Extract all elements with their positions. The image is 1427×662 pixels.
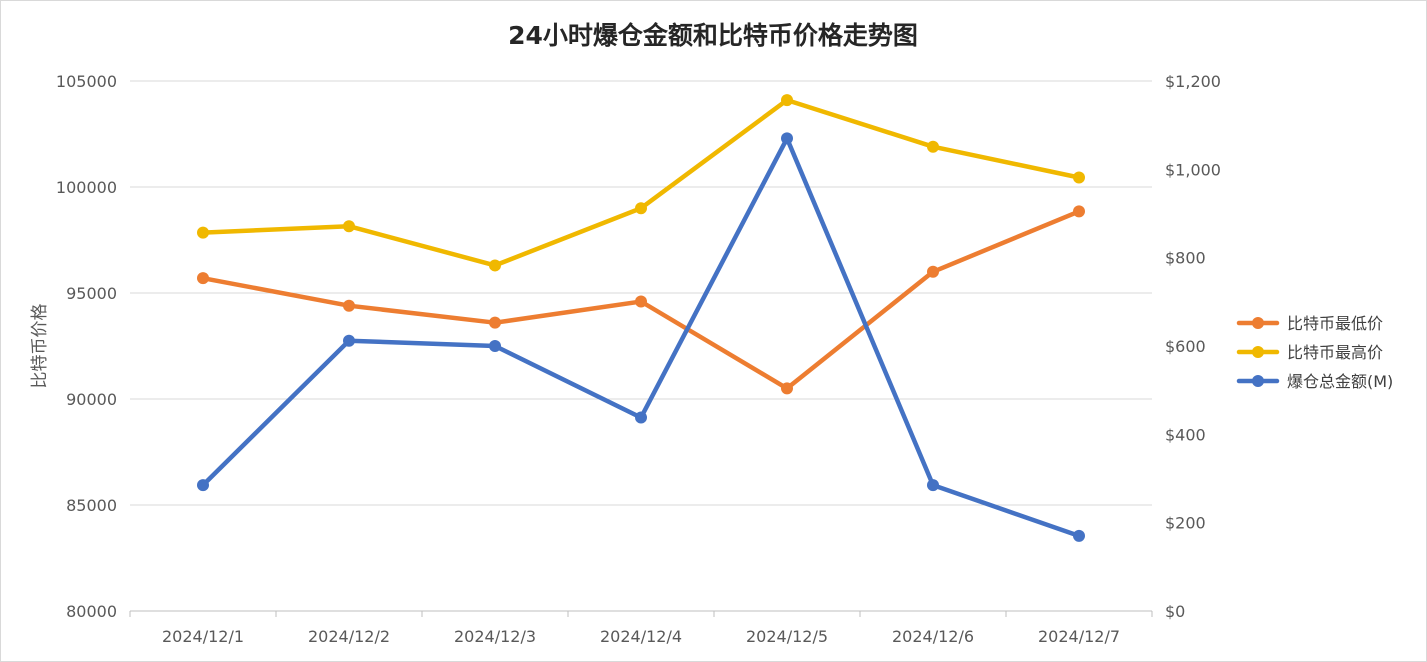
data-point [197, 226, 209, 239]
y2-tick-label: $1,000 [1165, 160, 1221, 179]
y2-tick-label: $200 [1165, 514, 1206, 533]
x-tick-label: 2024/12/2 [308, 627, 390, 646]
data-point [927, 265, 939, 278]
data-point [635, 411, 647, 424]
series-line [200, 136, 1082, 539]
data-point [489, 259, 501, 272]
data-point [197, 272, 209, 285]
y-tick-label: 90000 [66, 390, 117, 409]
y2-tick-label: $0 [1165, 602, 1185, 621]
x-tick-label: 2024/12/1 [162, 627, 244, 646]
x-tick-label: 2024/12/5 [746, 627, 828, 646]
data-point [927, 479, 939, 492]
data-point [1073, 529, 1085, 542]
y2-tick-label: $800 [1165, 249, 1206, 268]
legend-swatch-marker [1252, 375, 1264, 387]
x-tick-label: 2024/12/7 [1038, 627, 1120, 646]
legend-item: 比特币最高价 [1236, 343, 1383, 362]
y2-tick-label: $1,200 [1165, 72, 1221, 91]
x-tick-label: 2024/12/4 [600, 627, 682, 646]
series-layer [197, 94, 1085, 542]
x-tick-label: 2024/12/6 [892, 627, 974, 646]
y-axis-title: 比特币价格 [30, 304, 50, 389]
y-tick-label: 105000 [56, 72, 117, 91]
legend-label: 比特币最高价 [1287, 343, 1383, 362]
data-point [197, 479, 209, 492]
legend-swatch-marker [1252, 317, 1264, 329]
data-point [635, 295, 647, 308]
y-tick-label: 85000 [66, 496, 117, 515]
axes: 80000 85000 90000 95000 100000 105000 $0 $200 $4… [56, 72, 1221, 646]
data-point [343, 334, 355, 347]
data-point [635, 202, 647, 215]
y-tick-label: 95000 [66, 284, 117, 303]
series-1 [197, 205, 1085, 395]
legend-item: 比特币最低价 [1236, 314, 1383, 333]
y2-tick-label: $400 [1165, 425, 1206, 444]
data-point [489, 316, 501, 329]
data-point [1073, 205, 1085, 218]
series-3 [197, 132, 1085, 542]
data-point [927, 140, 939, 153]
legend-label: 比特币最低价 [1287, 314, 1383, 333]
data-point [1073, 171, 1085, 184]
data-point [343, 299, 355, 312]
data-point [781, 132, 793, 145]
series-2 [197, 94, 1085, 272]
series-line [200, 97, 1082, 268]
x-tick-label: 2024/12/3 [454, 627, 536, 646]
y2-tick-label: $600 [1165, 337, 1206, 356]
data-point [781, 94, 793, 107]
y-tick-label: 80000 [66, 602, 117, 621]
data-point [489, 340, 501, 352]
legend-label: 爆仓总金额(M) [1287, 372, 1393, 391]
legend-swatch-marker [1252, 346, 1264, 358]
data-point [343, 220, 355, 233]
gridlines [130, 80, 1152, 506]
y-tick-label: 100000 [56, 178, 117, 197]
chart-title: 24小时爆仓金额和比特币价格走势图 [508, 21, 918, 50]
legend-item: 爆仓总金额(M) [1236, 372, 1393, 391]
data-point [781, 382, 793, 395]
